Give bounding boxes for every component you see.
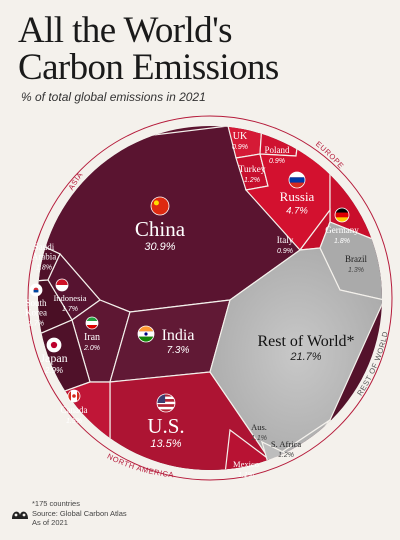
- title-line-2: Carbon Emissions: [18, 47, 279, 88]
- china-flag-icon: [150, 196, 170, 216]
- data-value-aus: 1.1%: [251, 435, 267, 442]
- japan-flag-icon: [46, 337, 62, 353]
- data-value-indonesia: 1.7%: [62, 306, 78, 313]
- data-label-russia: Russia: [280, 189, 315, 204]
- source-note: Source: Global Carbon Atlas: [32, 508, 127, 518]
- data-label-indonesia: Indonesia: [53, 293, 86, 303]
- page-title: All the World's Carbon Emissions: [18, 12, 388, 86]
- indonesia-flag-icon: [55, 278, 69, 292]
- data-label-saudi-arabia-1: Arabia: [32, 251, 57, 261]
- russia-flag-icon: [288, 171, 306, 189]
- data-label-poland: Poland: [264, 145, 290, 155]
- data-label-s-africa: S. Africa: [271, 439, 301, 449]
- data-value-japan: 2.9%: [44, 366, 63, 375]
- data-value-canada: 1.5%: [66, 418, 82, 425]
- data-value-italy: 0.9%: [277, 248, 293, 255]
- data-label-uk: UK: [233, 131, 248, 142]
- india-flag-icon: [137, 325, 155, 343]
- data-value-mexico: 1.1%: [238, 472, 254, 479]
- data-label-iran: Iran: [84, 332, 100, 343]
- cell-rest-of-world: [209, 247, 382, 461]
- data-value-iran: 2.0%: [83, 345, 100, 352]
- data-label-india: India: [162, 327, 195, 344]
- data-value-china: 30.9%: [144, 241, 175, 253]
- data-label-aus: Aus.: [251, 422, 267, 432]
- data-value-saudi-arabia: 1.8%: [36, 264, 52, 271]
- as-of-note: As of 2021: [32, 518, 68, 527]
- data-value-germany: 1.8%: [334, 238, 350, 245]
- iran-flag-icon: [85, 316, 99, 330]
- data-label-germany: Germany: [325, 225, 359, 235]
- data-label-china: China: [135, 217, 186, 241]
- data-label-u-s: U.S.: [147, 414, 184, 438]
- publisher-logo-icon: [12, 511, 28, 519]
- data-label-canada: Canada: [61, 405, 88, 415]
- germany-flag-icon: [334, 207, 350, 223]
- data-label-mexico: Mexico: [233, 459, 259, 469]
- data-value-rest-of-world: 21.7%: [289, 351, 321, 363]
- data-value-russia: 4.7%: [286, 206, 308, 217]
- data-label-rest-of-world: Rest of World*: [257, 333, 354, 350]
- data-value-south-korea: 1.7%: [28, 320, 44, 327]
- data-value-u-s: 13.5%: [150, 438, 181, 450]
- data-value-brazil: 1.3%: [348, 267, 364, 274]
- footnote: *175 countries: [32, 499, 80, 508]
- south-korea-flag-icon: [29, 283, 43, 297]
- data-value-s-africa: 1.2%: [278, 452, 294, 459]
- data-value-india: 7.3%: [167, 345, 190, 356]
- data-value-turkey: 1.2%: [244, 177, 260, 184]
- data-label-south-korea-0: South: [25, 298, 47, 308]
- data-label-italy: Italy: [277, 235, 294, 245]
- data-label-japan: Japan: [40, 351, 67, 365]
- data-label-south-korea-1: Korea: [25, 307, 47, 317]
- data-label-brazil: Brazil: [345, 254, 367, 264]
- data-value-poland: 0.9%: [269, 158, 285, 165]
- title-line-1: All the World's: [18, 10, 233, 51]
- outer-ring: [27, 115, 393, 481]
- chart-footer: *175 countries Source: Global Carbon Atl…: [32, 499, 127, 528]
- data-value-uk: 0.9%: [232, 144, 248, 151]
- canada-flag-icon: [67, 389, 81, 403]
- chart-subtitle: % of total global emissions in 2021: [21, 90, 206, 104]
- us-flag-icon: [156, 393, 176, 413]
- data-label-saudi-arabia-0: Saudi: [34, 242, 55, 252]
- data-label-turkey: Turkey: [238, 165, 265, 175]
